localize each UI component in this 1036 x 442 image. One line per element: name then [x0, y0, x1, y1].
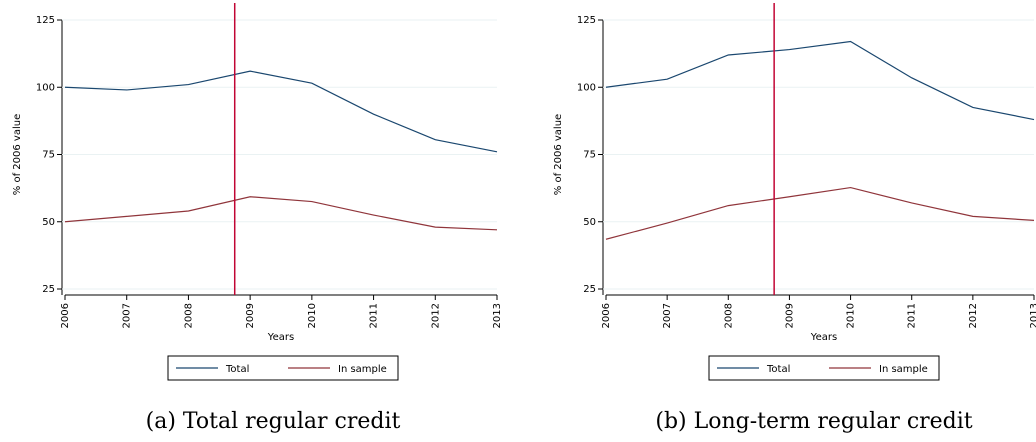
y-tick-label: 100 [36, 82, 55, 93]
x-tick-label: 2007 [662, 303, 673, 328]
x-tick-label: 2013 [492, 303, 503, 328]
y-tick-label: 50 [583, 217, 596, 228]
x-tick-label: 2006 [60, 303, 71, 328]
caption: (b) Long-term regular credit [655, 409, 972, 434]
x-tick-label: 2009 [784, 303, 795, 328]
x-tick-label: 2011 [369, 303, 380, 328]
y-tick-label: 125 [36, 15, 55, 26]
y-axis-title: % of 2006 value [12, 114, 23, 195]
legend-label: Total [766, 364, 790, 375]
legend-label: Total [225, 364, 249, 375]
line [64, 196, 498, 231]
legend-label: In sample [879, 364, 928, 375]
y-tick-label: 125 [577, 15, 596, 26]
y-tick-label: 75 [42, 150, 55, 161]
x-tick-label: 2010 [307, 303, 318, 328]
x-axis-title: Years [267, 332, 294, 343]
x-axis-title: Years [810, 332, 837, 343]
line [605, 186, 1035, 240]
x-tick-label: 2012 [968, 303, 979, 328]
x-tick-label: 2008 [183, 303, 194, 328]
y-axis-title: % of 2006 value [553, 114, 564, 195]
legend-box [708, 355, 940, 381]
caption: (a) Total regular credit [146, 409, 401, 434]
y-tick-label: 25 [583, 284, 596, 295]
x-tick-label: 2012 [430, 303, 441, 328]
x-tick-label: 2010 [846, 303, 857, 328]
line [605, 40, 1035, 121]
y-tick-label: 25 [42, 284, 55, 295]
y-tick-label: 50 [42, 217, 55, 228]
x-tick-label: 2009 [245, 303, 256, 328]
x-tick-label: 2013 [1029, 303, 1036, 328]
x-tick-label: 2006 [601, 303, 612, 328]
y-tick-label: 100 [577, 82, 596, 93]
line [64, 70, 498, 153]
x-tick-label: 2008 [723, 303, 734, 328]
legend-label: In sample [338, 364, 387, 375]
x-tick-label: 2011 [907, 303, 918, 328]
y-tick-label: 75 [583, 150, 596, 161]
x-tick-label: 2007 [122, 303, 133, 328]
